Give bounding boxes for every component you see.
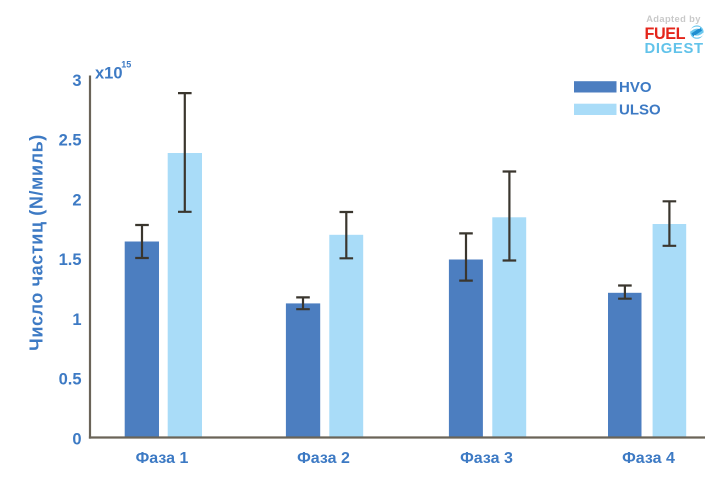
svg-text:Adapted by: Adapted by bbox=[646, 14, 701, 24]
svg-text:ULSO: ULSO bbox=[619, 102, 661, 119]
svg-text:Фаза 2: Фаза 2 bbox=[297, 450, 350, 467]
svg-text:Фаза 3: Фаза 3 bbox=[460, 450, 513, 467]
svg-text:FUEL: FUEL bbox=[645, 25, 686, 43]
svg-text:15: 15 bbox=[121, 60, 131, 70]
svg-text:1.5: 1.5 bbox=[59, 251, 82, 269]
svg-text:HVO: HVO bbox=[619, 79, 652, 96]
svg-text:0.5: 0.5 bbox=[59, 371, 82, 389]
svg-text:2.5: 2.5 bbox=[59, 132, 82, 150]
svg-text:DIGEST: DIGEST bbox=[645, 41, 704, 57]
svg-text:Фаза 4: Фаза 4 bbox=[622, 450, 675, 467]
svg-text:x10: x10 bbox=[95, 64, 123, 82]
svg-text:2: 2 bbox=[72, 191, 81, 209]
svg-text:Число частиц (N/миль): Число частиц (N/миль) bbox=[27, 134, 47, 351]
svg-text:0: 0 bbox=[72, 430, 81, 448]
svg-text:1: 1 bbox=[72, 311, 81, 329]
svg-text:3: 3 bbox=[72, 72, 81, 90]
svg-text:Фаза 1: Фаза 1 bbox=[136, 450, 189, 467]
